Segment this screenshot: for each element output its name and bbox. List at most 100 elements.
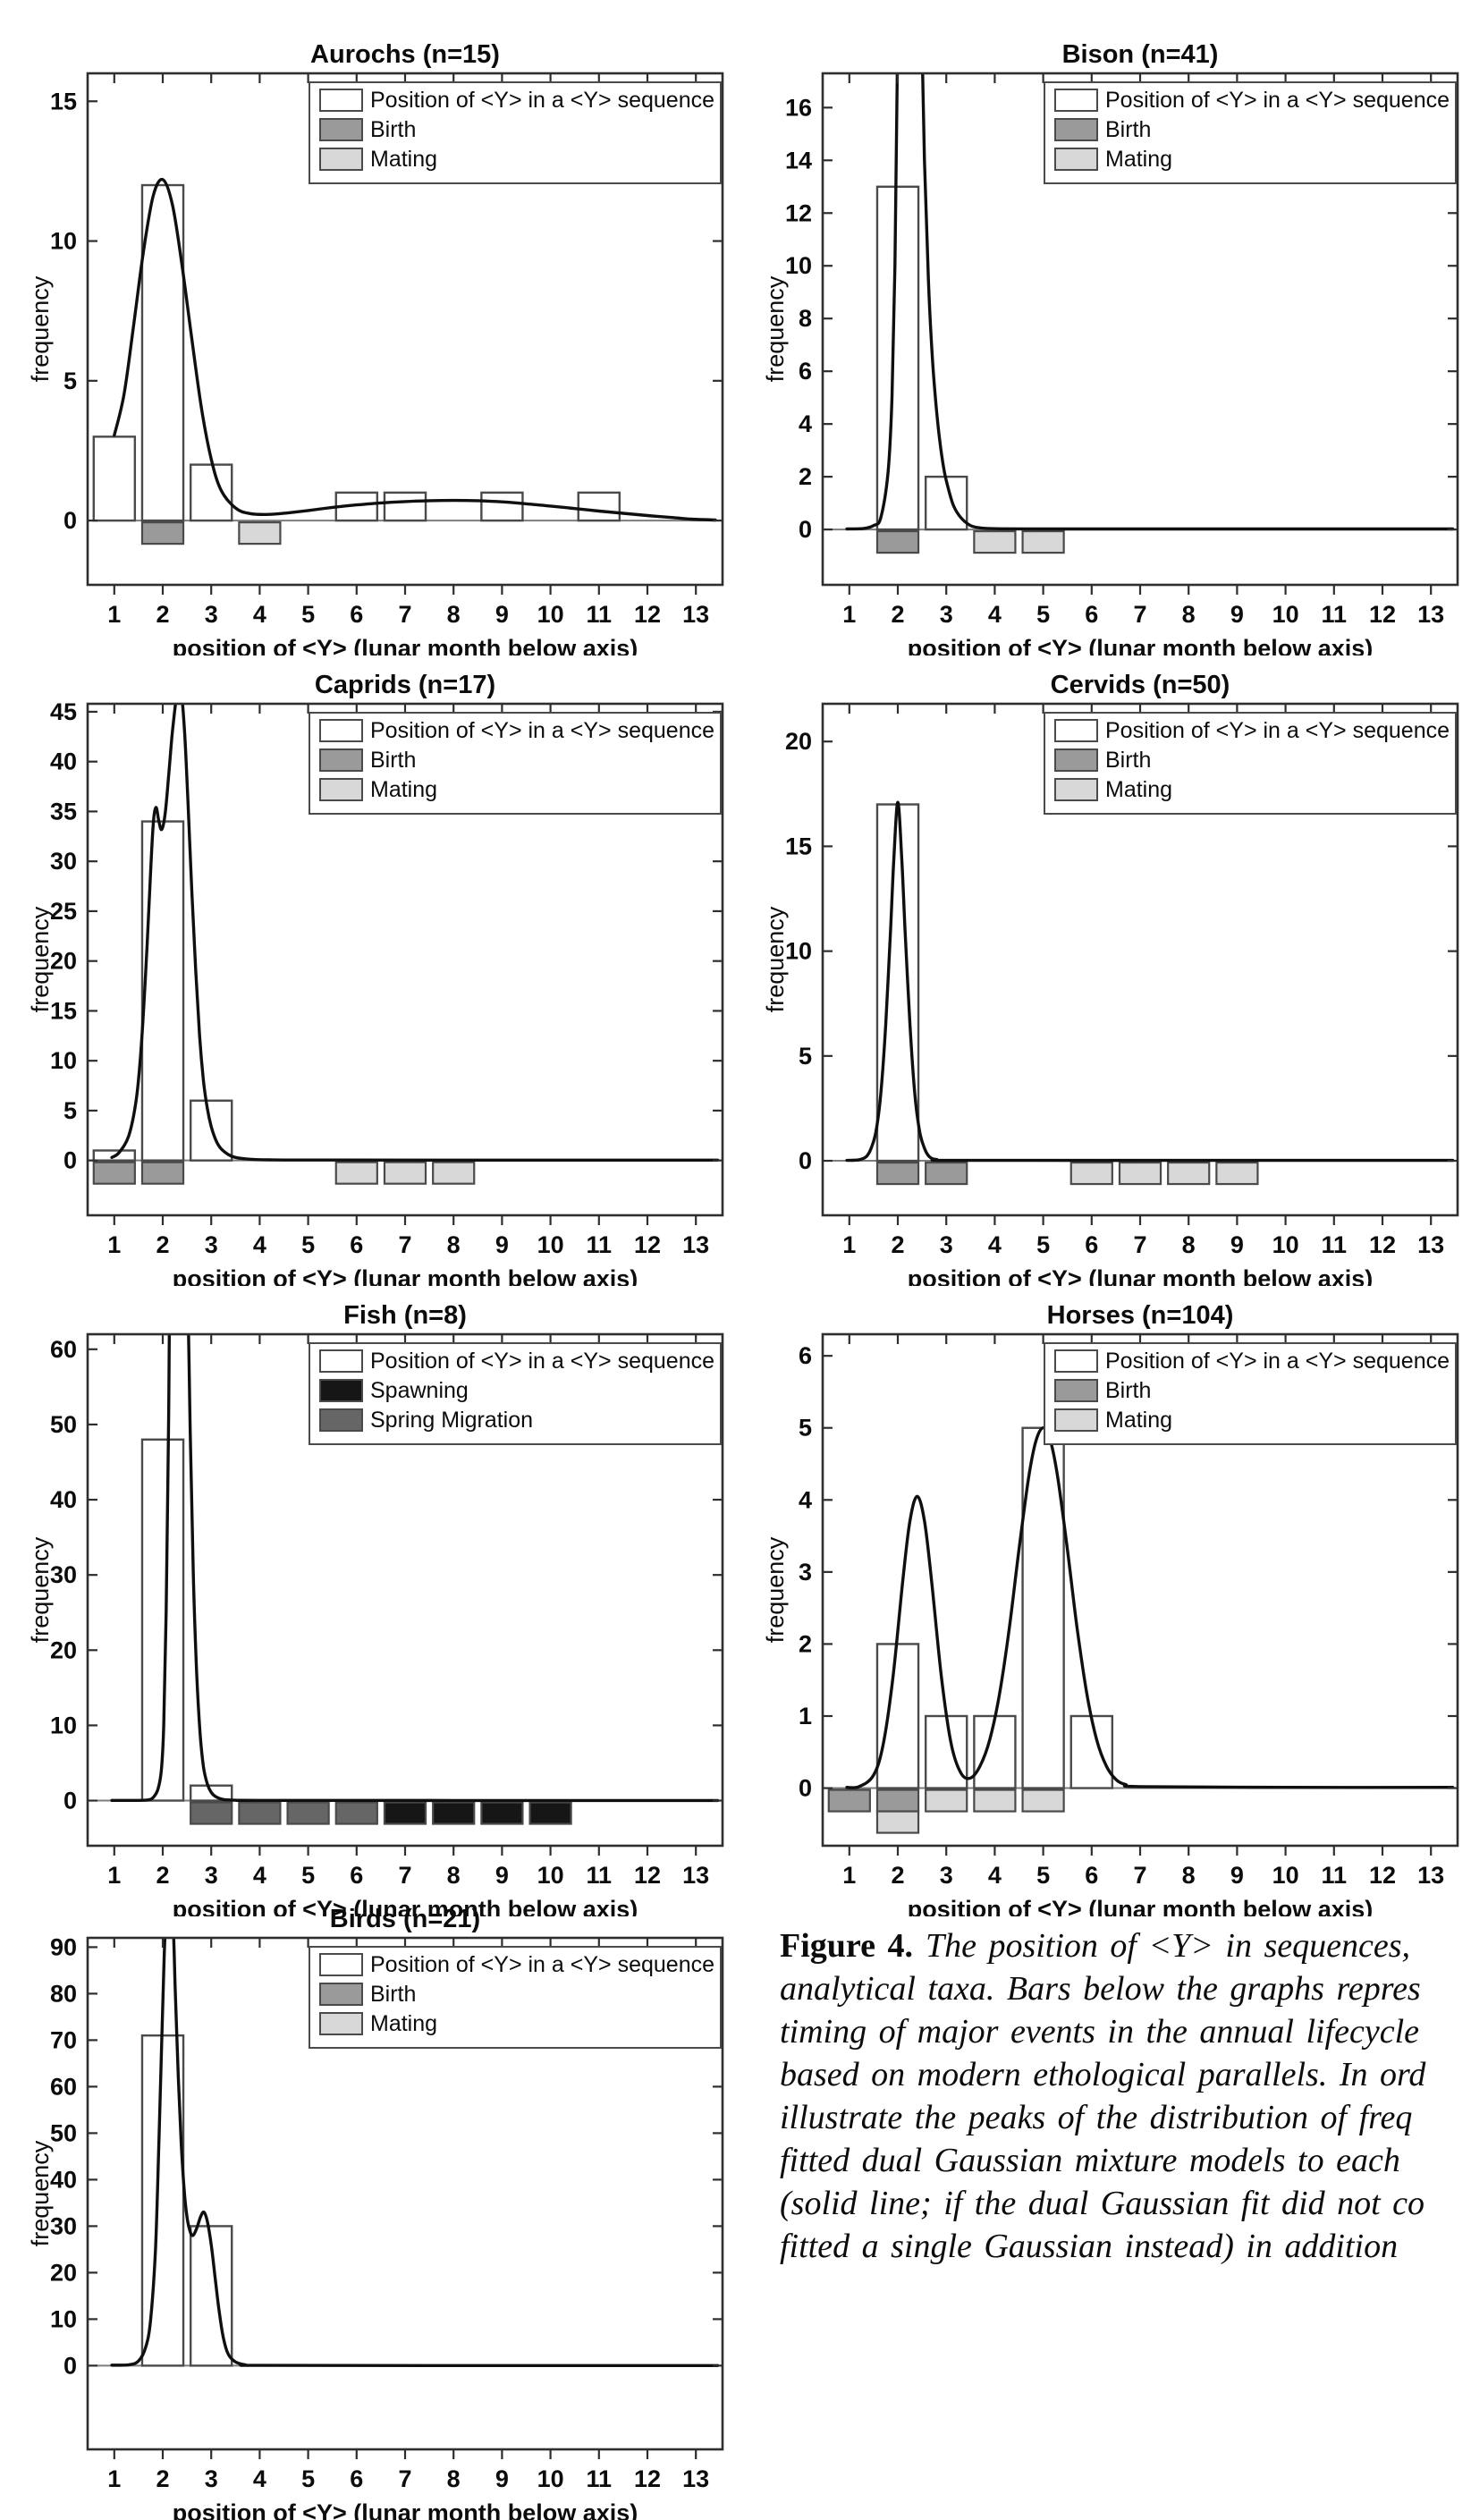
legend-label-birth: Birth	[1105, 117, 1151, 142]
x-tick-2: 2	[891, 1231, 904, 1258]
y-tick-40: 40	[50, 2166, 77, 2193]
legend-label-position: Position of <Y> in a <Y> sequence	[370, 88, 714, 113]
legend-box	[309, 1946, 722, 2049]
legend-swatch-mating	[1054, 148, 1098, 171]
gaussian-fit-curve	[110, 1334, 720, 1803]
x-tick-1: 1	[107, 2465, 121, 2492]
x-tick-6: 6	[350, 1231, 363, 1258]
y-tick-2: 2	[799, 463, 812, 490]
chart-horses: Horses (n=104) frequency 1 2 3 4 5 6 7 8 9 10 11 12 13…	[760, 1286, 1467, 1916]
legend-swatch-birth	[319, 118, 363, 141]
bar-month-4	[973, 1714, 1017, 1789]
legend-label-mating: Mating	[1105, 147, 1172, 172]
bar-month-3	[189, 463, 233, 522]
x-tick-5: 5	[301, 1231, 315, 1258]
y-tick-1: 1	[799, 1703, 812, 1729]
x-tick-3: 3	[205, 1231, 218, 1258]
y-tick-40: 40	[50, 1486, 77, 1513]
x-tick-10: 10	[537, 1862, 564, 1889]
legend	[309, 1342, 722, 1445]
x-axis-label: position of <Y> (lunar month below axis)	[173, 1896, 638, 1916]
x-tick-1: 1	[842, 1862, 856, 1889]
legend-swatch-position	[1054, 1349, 1098, 1373]
legend-swatch-birth	[1054, 1379, 1098, 1402]
x-tick-6: 6	[1085, 1862, 1098, 1889]
legend-swatch-position	[1054, 89, 1098, 112]
y-tick-5: 5	[799, 1043, 812, 1070]
x-tick-7: 7	[1133, 1231, 1146, 1258]
event-mating-month-4	[973, 529, 1017, 554]
legend-swatch-birth	[319, 748, 363, 772]
x-tick-7: 7	[398, 2465, 411, 2492]
y-tick-2: 2	[799, 1630, 812, 1657]
x-tick-11: 11	[1322, 1862, 1348, 1889]
event-bars	[875, 1161, 1259, 1186]
x-tick-11: 11	[587, 2465, 613, 2492]
event-mating-month-3	[925, 1789, 968, 1813]
y-tick-15: 15	[50, 997, 77, 1024]
y-tick-10: 10	[50, 1047, 77, 1074]
x-tick-4: 4	[253, 1862, 266, 1889]
x-tick-10: 10	[1272, 601, 1299, 628]
y-tick-4: 4	[799, 410, 812, 437]
histogram-bars	[92, 183, 621, 522]
legend	[309, 1946, 722, 2049]
event-birth-month-1	[92, 1161, 136, 1185]
chart-birds: Birds (n=21) frequency 1 2 3 4 5 6 7 8 9 10 11 12 13 0 1…	[25, 1890, 731, 2520]
event-mating-month-6	[1069, 1161, 1113, 1186]
y-tick-20: 20	[50, 2259, 77, 2286]
bar-month-2	[140, 183, 185, 522]
event-spawning-month-9	[480, 1801, 524, 1825]
y-tick-5: 5	[799, 1415, 812, 1442]
legend-label-spring_migration: Spring Migration	[370, 1408, 533, 1433]
event-spring_migration-month-3	[190, 1801, 233, 1825]
x-tick-13: 13	[682, 1862, 709, 1889]
x-tick-11: 11	[587, 1231, 613, 1258]
event-mating-month-5	[1021, 1789, 1065, 1813]
legend-swatch-position	[1054, 719, 1098, 742]
event-spring_migration-month-6	[334, 1801, 378, 1825]
figure-caption: Figure 4. The position of <Y> in sequence…	[780, 1924, 1471, 2268]
x-tick-5: 5	[1036, 1231, 1050, 1258]
legend-label-mating: Mating	[370, 2011, 437, 2036]
caption-text-1: The position of <Y> in sequences,	[925, 1927, 1410, 1965]
gaussian-fit-curve	[845, 800, 1455, 1163]
event-mating-month-9	[1215, 1161, 1259, 1186]
event-spawning-month-7	[383, 1801, 427, 1825]
legend-label-position: Position of <Y> in a <Y> sequence	[370, 718, 714, 743]
gaussian-fit-curve	[110, 704, 720, 1163]
y-axis-label: frequency	[27, 2140, 54, 2246]
x-tick-13: 13	[1417, 1862, 1444, 1889]
x-tick-5: 5	[1036, 601, 1050, 628]
y-tick-10: 10	[50, 2305, 77, 2332]
x-tick-2: 2	[156, 1231, 169, 1258]
y-tick-0: 0	[63, 1788, 77, 1814]
x-tick-3: 3	[940, 1231, 953, 1258]
x-tick-1: 1	[842, 1231, 856, 1258]
y-tick-0: 0	[63, 2352, 77, 2379]
caption-line-5: illustrate the peaks of the distribution…	[780, 2099, 1413, 2136]
histogram-bars	[875, 185, 968, 531]
gaussian-fit-curve	[845, 1426, 1455, 1789]
x-axis-label: position of <Y> (lunar month below axis)	[908, 1265, 1374, 1286]
legend-box	[309, 712, 722, 815]
x-tick-9: 9	[1230, 601, 1244, 628]
legend-label-spawning: Spawning	[370, 1378, 469, 1403]
x-tick-2: 2	[156, 2465, 169, 2492]
y-tick-80: 80	[50, 1980, 77, 2007]
legend	[309, 81, 722, 184]
x-tick-13: 13	[682, 1231, 709, 1258]
histogram-bars	[140, 1438, 233, 1802]
x-tick-1: 1	[107, 1231, 121, 1258]
x-tick-1: 1	[107, 1862, 121, 1889]
event-birth-month-2	[140, 1161, 185, 1185]
y-tick-10: 10	[785, 938, 812, 965]
y-tick-0: 0	[799, 1775, 812, 1802]
legend-label-mating: Mating	[1105, 1408, 1172, 1433]
y-tick-6: 6	[799, 358, 812, 385]
y-tick-6: 6	[799, 1342, 812, 1369]
